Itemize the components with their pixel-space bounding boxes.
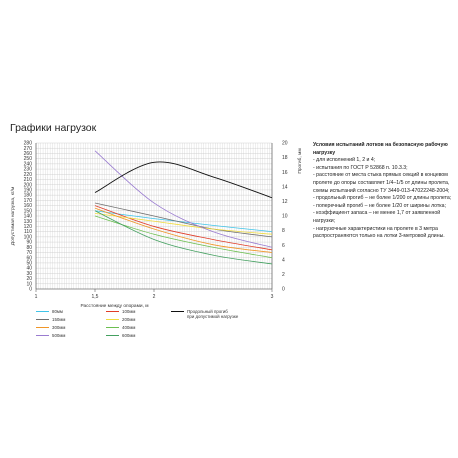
series-line-100мм: [94, 205, 273, 251]
y-left-tick-label: 40: [26, 266, 32, 272]
condition-line: - нагрузочные характеристики на пролете …: [313, 225, 445, 240]
y-right-tick-label: 2: [282, 272, 285, 278]
y-left-tick-label: 110: [24, 229, 32, 235]
condition-line: - испытания по ГОСТ Р 52868 п. 10.3.3;: [313, 164, 408, 171]
y-left-tick-label: 220: [24, 172, 33, 178]
legend-item-400: 400мм: [106, 325, 135, 330]
y-axis-left-label: Допустимая нагрузка, кг/м: [10, 187, 16, 245]
y-left-tick-label: 270: [24, 146, 33, 152]
condition-line: - коэффициент запаса – не менее 1,7 от з…: [313, 210, 441, 224]
chart-axes: [35, 143, 273, 292]
y-right-tick-label: 10: [282, 214, 288, 220]
y-right-tick-label: 18: [282, 155, 288, 161]
legend-label-150: 150мм: [52, 317, 66, 322]
y-left-tick-label: 170: [24, 198, 33, 204]
legend-item-150: 150мм: [36, 317, 65, 322]
legend-item-500: 500мм: [36, 333, 65, 338]
page-title: Графики нагрузок: [10, 122, 97, 134]
legend-label-600: 600мм: [122, 333, 136, 338]
y-right-tick-label: 12: [282, 199, 288, 205]
series-line-600мм: [94, 210, 273, 265]
legend-label-80: 80мм: [52, 309, 63, 314]
y-left-tick-label: 130: [24, 219, 33, 225]
legend-swatch-100: [106, 311, 119, 312]
y-left-tick-label: 30: [26, 271, 32, 277]
legend-item-200: 200мм: [106, 317, 135, 322]
y-left-tick-label: 50: [26, 261, 32, 267]
y-right-tick-label: 20: [282, 141, 288, 147]
y-left-tick-label: 0: [29, 287, 32, 293]
condition-line: - для исполнений 1, 2 и 4;: [313, 157, 376, 164]
y-left-tick-label: 120: [24, 224, 33, 230]
y-left-tick-label: 100: [24, 234, 33, 240]
legend-item-80: 80мм: [36, 309, 63, 314]
legend-item-600: 600мм: [106, 333, 135, 338]
legend-item-100: 100мм: [106, 309, 135, 314]
legend-label-100: 100мм: [122, 309, 136, 314]
legend-label-300: 300мм: [52, 325, 66, 330]
legend-swatch-300: [36, 327, 49, 328]
legend-swatch-deflection: [171, 311, 184, 312]
y-right-tick-label: 6: [282, 243, 285, 249]
y-left-tick-label: 150: [24, 208, 33, 214]
legend-label-deflection: Продольный прогиб при допустимой нагрузк…: [187, 309, 239, 319]
legend-swatch-600: [106, 335, 119, 336]
x-tick-label: 1,5: [92, 294, 99, 300]
y-left-tick-label: 80: [26, 245, 32, 251]
y-left-tick-label: 250: [24, 156, 33, 162]
legend-swatch-400: [106, 327, 119, 328]
chart-ticks: 0102030405060708090100110120130140150160…: [24, 141, 288, 300]
condition-line: - расстояние от места стыка прямых секци…: [313, 172, 450, 194]
legend-label-400: 400мм: [122, 325, 136, 330]
test-conditions-heading: Условия испытаний лотков на безопасную р…: [313, 142, 448, 156]
legend-label-500: 500мм: [52, 333, 66, 338]
chart-legend: 80мм 100мм Продольный прогиб при допусти…: [36, 309, 296, 353]
x-tick-label: 2: [153, 294, 156, 300]
y-left-tick-label: 210: [24, 177, 33, 183]
x-tick-label: 1: [35, 294, 38, 300]
y-left-tick-label: 280: [24, 141, 33, 147]
y-right-tick-label: 4: [282, 257, 285, 263]
legend-swatch-80: [36, 311, 49, 312]
series-line-80мм: [94, 210, 273, 233]
series-line-200мм: [94, 212, 273, 235]
test-conditions: Условия испытаний лотков на безопасную р…: [313, 142, 453, 241]
y-left-tick-label: 70: [26, 250, 32, 256]
chart-grid: [35, 142, 273, 290]
y-right-tick-label: 14: [282, 184, 288, 190]
y-left-tick-label: 200: [24, 182, 33, 188]
y-left-tick-label: 90: [26, 240, 32, 246]
y-axis-right-label: Прогиб, мм: [297, 148, 303, 173]
series-line-150мм: [94, 202, 273, 238]
legend-item-300: 300мм: [36, 325, 65, 330]
y-left-tick-label: 20: [26, 276, 32, 282]
y-left-tick-label: 140: [24, 214, 33, 220]
y-left-tick-label: 190: [24, 188, 33, 194]
legend-label-200: 200мм: [122, 317, 136, 322]
condition-line: - поперечный прогиб – не более 1/20 от ш…: [313, 202, 447, 209]
y-right-tick-label: 0: [282, 287, 285, 293]
condition-line: - продольный прогиб – не более 1/200 от …: [313, 195, 452, 202]
chart-series: [94, 150, 273, 265]
legend-swatch-500: [36, 335, 49, 336]
y-left-tick-label: 230: [24, 167, 33, 173]
y-left-tick-label: 10: [26, 281, 32, 287]
y-right-tick-label: 16: [282, 170, 288, 176]
legend-swatch-200: [106, 319, 119, 320]
y-left-tick-label: 260: [24, 151, 33, 157]
legend-item-deflection: Продольный прогиб при допустимой нагрузк…: [171, 309, 238, 319]
y-left-tick-label: 180: [24, 193, 33, 199]
series-line-300мм: [94, 207, 273, 253]
x-tick-label: 3: [271, 294, 274, 300]
y-left-tick-label: 160: [24, 203, 33, 209]
x-axis-label: Расстояние между опорами, м: [80, 303, 148, 309]
y-left-tick-label: 60: [26, 255, 32, 261]
series-line-500мм: [94, 150, 273, 248]
legend-swatch-150: [36, 319, 49, 320]
series-line-deflection: [94, 161, 273, 199]
y-right-tick-label: 8: [282, 228, 285, 234]
y-left-tick-label: 240: [24, 161, 33, 167]
